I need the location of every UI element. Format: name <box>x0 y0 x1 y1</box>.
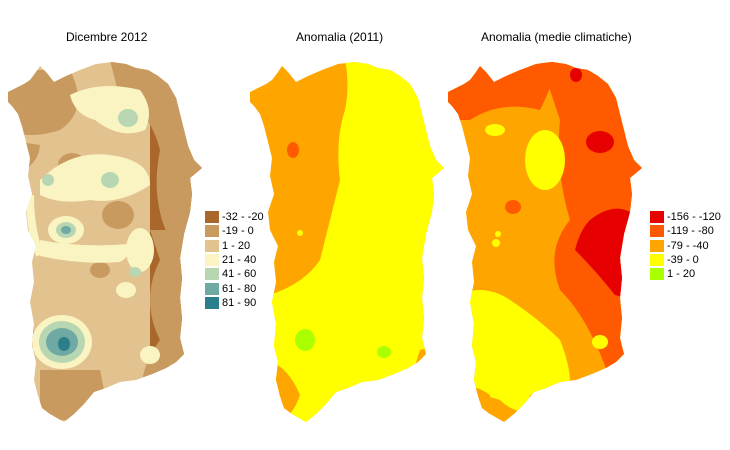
legend-swatch <box>205 282 219 295</box>
legend-item: 41 - 60 <box>205 267 264 281</box>
legend-item: -39 - 0 <box>650 253 721 267</box>
legend-swatch <box>650 225 664 238</box>
legend-swatch <box>650 268 664 281</box>
legend-swatch <box>650 254 664 267</box>
legend-item: -19 - 0 <box>205 224 264 238</box>
map-title-anomalia-2011: Anomalia (2011) <box>296 30 384 44</box>
legend-item: 61 - 80 <box>205 281 264 295</box>
legend-item: -32 - -20 <box>205 210 264 224</box>
map-title-dicembre-2012: Dicembre 2012 <box>66 30 148 44</box>
legend-item: 21 - 40 <box>205 253 264 267</box>
legend-anomalia-medie: -156 - -120 -119 - -80 -79 - -40 -39 - 0… <box>650 210 721 281</box>
legend-label: -19 - 0 <box>222 225 254 238</box>
legend-label: 81 - 90 <box>222 296 257 309</box>
legend-label: -119 - -80 <box>667 225 714 238</box>
map-anomalia-2011 <box>250 62 444 422</box>
legend-item: -156 - -120 <box>650 210 721 224</box>
map-anomalia-medie <box>448 62 642 422</box>
legend-swatch <box>205 211 219 224</box>
legend-dicembre-2012: -32 - -20 -19 - 0 1 - 20 21 - 40 41 - 60… <box>205 210 264 310</box>
legend-item: 81 - 90 <box>205 296 264 310</box>
legend-label: 1 - 20 <box>222 239 251 252</box>
legend-swatch <box>650 239 664 252</box>
legend-label: 21 - 40 <box>222 254 257 267</box>
legend-item: -119 - -80 <box>650 224 721 238</box>
legend-swatch <box>205 254 219 267</box>
map-dicembre-2012 <box>8 62 202 422</box>
legend-swatch <box>205 239 219 252</box>
legend-label: 61 - 80 <box>222 282 257 295</box>
legend-swatch <box>205 268 219 281</box>
map-title-anomalia-medie: Anomalia (medie climatiche) <box>481 30 632 44</box>
legend-label: -32 - -20 <box>222 211 264 224</box>
legend-swatch <box>205 225 219 238</box>
legend-label: 41 - 60 <box>222 268 257 281</box>
legend-swatch <box>650 211 664 224</box>
legend-label: -156 - -120 <box>667 211 721 224</box>
legend-label: 1 - 20 <box>667 268 696 281</box>
legend-swatch <box>205 296 219 309</box>
legend-label: -79 - -40 <box>667 239 709 252</box>
legend-item: 1 - 20 <box>205 239 264 253</box>
legend-label: -39 - 0 <box>667 254 699 267</box>
legend-item: 1 - 20 <box>650 267 721 281</box>
legend-item: -79 - -40 <box>650 239 721 253</box>
